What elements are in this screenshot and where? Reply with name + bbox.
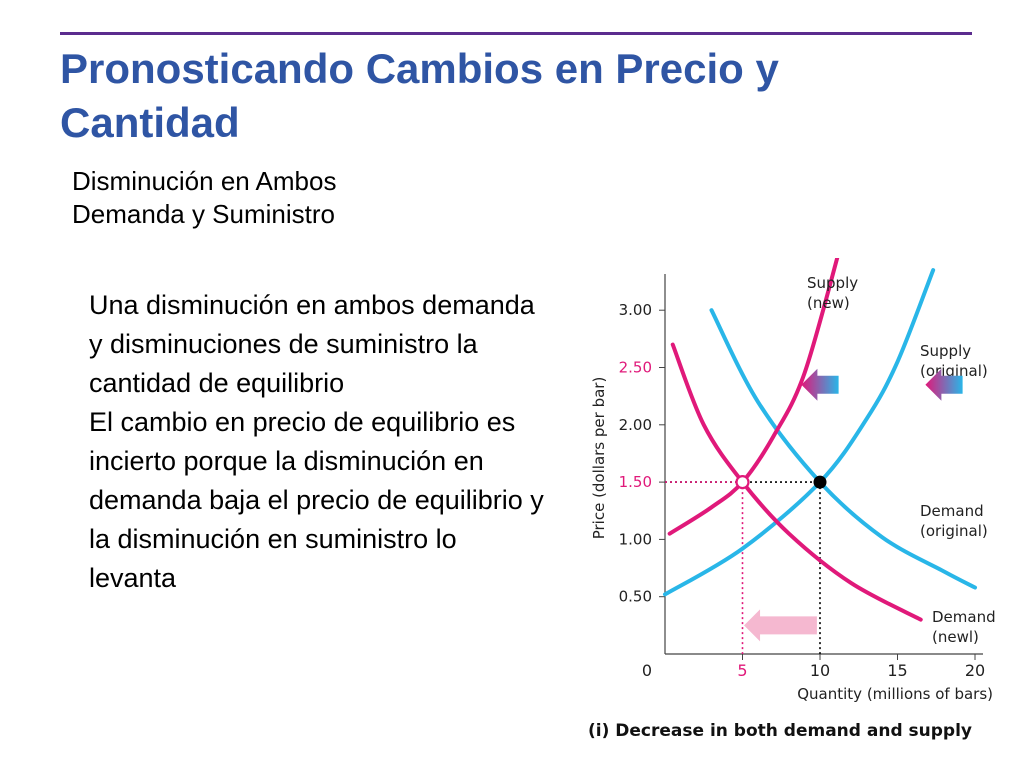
supply-demand-chart: 0.50 1.00 1.50 2.00 2.50 3.00 0 5 10 15 20 Price (d… (588, 258, 996, 741)
body-text: Una disminución en ambos demanda y dismi… (89, 286, 549, 598)
y-tick-label: 0.50 (619, 588, 652, 606)
x-tick-label: 5 (737, 661, 747, 680)
y-tick-label: 2.50 (619, 359, 652, 377)
y-tick-label: 1.50 (619, 473, 652, 491)
supply-original-curve (663, 268, 936, 597)
subtitle-line-2: Demanda y Suministro (72, 199, 335, 229)
supply-new-label: Supply (807, 274, 858, 292)
supply-new-label: (new) (807, 294, 850, 312)
supply-original-label: Supply (920, 342, 971, 360)
y-tick-label: 3.00 (619, 301, 652, 319)
body-paragraph-2: El cambio en precio de equilibrio es inc… (89, 407, 544, 593)
subtitle-line-1: Disminución en Ambos (72, 166, 337, 196)
original-equilibrium-point (813, 475, 827, 489)
demand-shift-arrow (925, 368, 963, 401)
y-tick-label: 1.00 (619, 530, 652, 548)
demand-new-label: (newl) (932, 628, 979, 646)
body-paragraph-1: Una disminución en ambos demanda y dismi… (89, 290, 535, 398)
demand-original-label: Demand (920, 502, 984, 520)
x-tick-label: 10 (810, 661, 830, 680)
quantity-shift-arrow (744, 609, 817, 642)
y-axis-title: Price (dollars per bar) (590, 377, 608, 540)
demand-new-curve (670, 342, 923, 622)
y-tick-label: 2.00 (619, 416, 652, 434)
x-tick-label: 15 (887, 661, 907, 680)
slide-title: Pronosticando Cambios en Precio y Cantid… (60, 45, 779, 146)
chart-caption: (i) Decrease in both demand and supply (588, 721, 972, 741)
demand-new-label: Demand (932, 608, 996, 626)
x-tick-label: 0 (642, 661, 652, 680)
supply-shift-arrow (801, 368, 839, 401)
x-axis-title: Quantity (millions of bars) (797, 685, 993, 703)
title-rule (60, 32, 972, 35)
supply-new-curve (667, 258, 840, 536)
new-equilibrium-point (735, 475, 750, 490)
demand-original-label: (original) (920, 522, 988, 540)
demand-original-curve (709, 308, 977, 590)
x-tick-label: 20 (965, 661, 985, 680)
slide-subtitle: Disminución en Ambos Demanda y Suministr… (72, 165, 336, 231)
